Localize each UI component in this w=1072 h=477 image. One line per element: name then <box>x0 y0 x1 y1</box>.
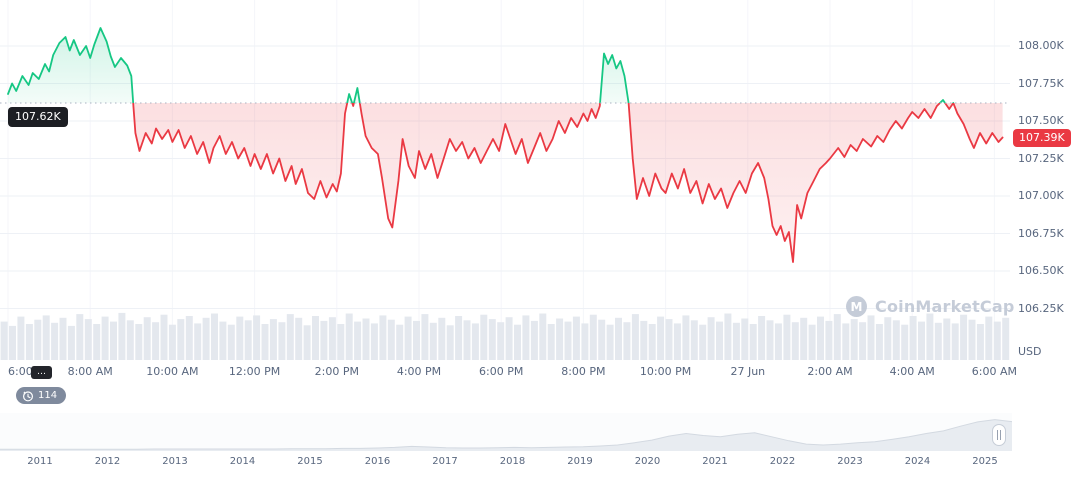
coinmarketcap-logo-icon: M <box>846 296 867 317</box>
year-label: 2024 <box>904 456 931 467</box>
price-axis-tick: 107.25K <box>1018 151 1064 165</box>
year-label: 2022 <box>769 456 796 467</box>
price-axis-tick: 106.25K <box>1018 301 1064 315</box>
navigator-area <box>0 419 1012 451</box>
navigator-line <box>0 419 1012 450</box>
year-label: 2011 <box>27 456 53 467</box>
time-axis-tick: 4:00 PM <box>396 365 442 378</box>
year-label: 2014 <box>229 456 256 467</box>
year-label: 2012 <box>94 456 121 467</box>
baseline-price-label: 107.62K <box>8 107 68 127</box>
time-axis-tick: 6:00 PM <box>479 365 524 378</box>
time-axis-tick: 12:00 PM <box>228 365 281 378</box>
year-label: 2025 <box>972 456 998 467</box>
last-price-badge: 107.39K <box>1013 128 1071 147</box>
watermark-label: CoinMarketCap <box>875 297 1015 316</box>
history-icon <box>22 390 34 401</box>
year-label: 2018 <box>499 456 526 467</box>
truncated-time-badge: … <box>31 366 52 379</box>
year-label: 2019 <box>567 456 593 467</box>
svg-text:M: M <box>851 300 863 314</box>
usd-unit-label: USD <box>1018 345 1042 358</box>
time-axis-tick: 27 Jun <box>730 365 766 378</box>
year-label: 2017 <box>432 456 458 467</box>
year-label: 2020 <box>634 456 661 467</box>
time-axis[interactable]: 6:00 8:00 AM 10:00 AM 12:00 PM 2:00 PM 4:00 P… <box>0 362 1017 380</box>
horizontal-gridlines <box>0 45 1010 309</box>
price-axis-tick: 106.50K <box>1018 264 1064 277</box>
time-axis-tick: 8:00 PM <box>561 365 606 378</box>
year-axis[interactable]: 2011 2012 2013 2014 2015 2016 2017 2018 2019 2020… <box>0 456 1072 472</box>
time-axis-tick: 6:00 <box>8 365 33 378</box>
time-axis-tick: 2:00 PM <box>314 365 359 378</box>
area-above-baseline <box>8 28 1003 103</box>
time-axis-tick: 2:00 AM <box>807 365 853 378</box>
price-axis-tick: 107.75K <box>1018 76 1064 90</box>
year-label: 2021 <box>702 456 728 467</box>
volume-bars <box>0 312 1010 360</box>
year-label: 2015 <box>297 456 323 467</box>
time-axis-tick: 8:00 AM <box>67 365 113 378</box>
year-label: 2013 <box>162 456 188 467</box>
watchers-badge: 114 <box>16 387 67 404</box>
time-axis-tick: 4:00 AM <box>889 365 935 378</box>
time-axis-tick: 6:00 AM <box>971 365 1017 378</box>
price-chart-canvas[interactable] <box>0 0 1010 360</box>
area-below-baseline <box>8 103 1003 262</box>
price-axis[interactable]: 107.39K USD 108.00K 107.75K 107.50K 107.25K… <box>1010 0 1072 360</box>
watchers-count: 114 <box>38 390 58 401</box>
price-axis-tick: 107.50K <box>1018 114 1064 127</box>
coinmarketcap-watermark: M CoinMarketCap <box>845 295 1015 318</box>
price-line-down <box>132 103 1004 263</box>
price-axis-tick: 107.00K <box>1018 189 1064 202</box>
price-axis-tick: 108.00K <box>1018 39 1064 52</box>
time-axis-tick: 10:00 PM <box>639 365 692 378</box>
range-navigator-handle[interactable] <box>992 424 1006 446</box>
year-label: 2016 <box>364 456 391 467</box>
time-axis-tick: 10:00 AM <box>146 365 199 378</box>
price-axis-tick: 106.75K <box>1018 226 1064 240</box>
range-navigator[interactable] <box>0 413 1012 451</box>
year-label: 2023 <box>837 456 863 467</box>
